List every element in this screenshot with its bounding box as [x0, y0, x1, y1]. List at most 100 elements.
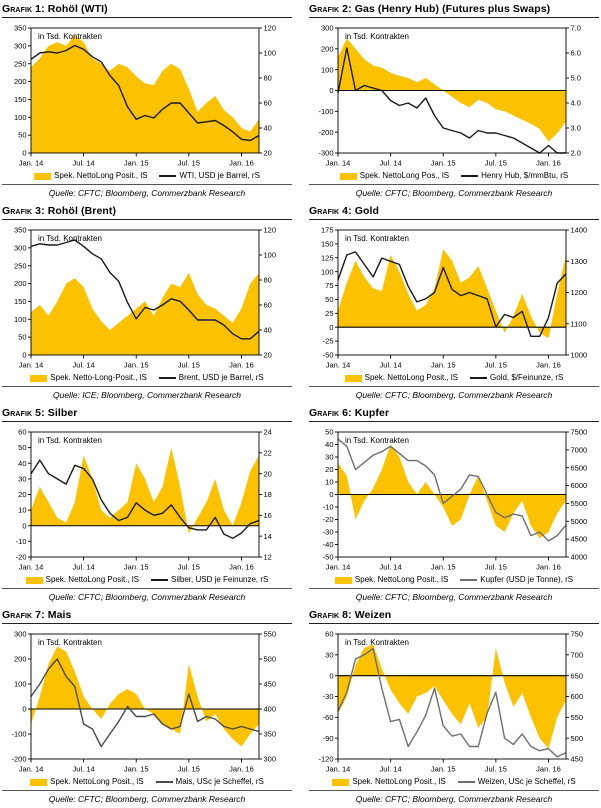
- chart-title-text: Gold: [354, 205, 380, 217]
- chart-plot-silber: -20 -10 0 10 20 30 40 50 60 12 14 16 18 20 22 24 Jan. 14…: [16, 428, 272, 572]
- svg-text:Jan. 16: Jan. 16: [536, 361, 561, 370]
- svg-text:Jan. 14: Jan. 14: [326, 361, 351, 370]
- svg-text:Jul. 14: Jul. 14: [380, 563, 402, 572]
- svg-text:200: 200: [14, 279, 27, 288]
- svg-text:Jul. 15: Jul. 15: [485, 765, 507, 774]
- svg-text:0: 0: [329, 490, 333, 499]
- svg-text:in Tsd. Kontrakten: in Tsd. Kontrakten: [345, 234, 409, 243]
- svg-text:Jan. 15: Jan. 15: [124, 765, 149, 774]
- svg-text:Jul. 15: Jul. 15: [485, 159, 507, 168]
- legend-item-line: Kupfer (USD je Tonne), rS: [460, 575, 573, 585]
- chart-title-prefix: Grafik 1:: [2, 3, 45, 15]
- svg-text:75: 75: [325, 281, 333, 290]
- legend-item-area: Spek. NettoLong Pos., lS: [339, 171, 449, 181]
- legend-line-label: Gold, $/Feinunze, rS: [490, 373, 564, 382]
- svg-text:30: 30: [18, 474, 26, 483]
- chart-plot-wti: 0 50 100 150 200 250 300 350 20 40 60 80 100 120 Jan. …: [14, 24, 277, 168]
- chart-legend: Spek. NettoLong Posit., lS WTI, USD je B…: [2, 171, 292, 185]
- legend-area-swatch: [332, 778, 350, 786]
- legend-item-line: Gold, $/Feinunze, rS: [470, 373, 563, 383]
- legend-line-label: Kupfer (USD je Tonne), rS: [480, 575, 574, 584]
- legend-item-area: Spek. NettoLong Posit., lS: [30, 777, 144, 787]
- svg-text:300: 300: [14, 243, 27, 252]
- svg-text:60: 60: [264, 301, 272, 310]
- chart-title: Grafik 5: Silber: [2, 407, 292, 422]
- svg-text:-10: -10: [323, 503, 334, 512]
- svg-text:-60: -60: [323, 713, 334, 722]
- svg-text:16: 16: [264, 511, 272, 520]
- svg-text:0: 0: [329, 323, 333, 332]
- svg-text:in Tsd. Kontrakten: in Tsd. Kontrakten: [38, 234, 102, 243]
- svg-text:300: 300: [321, 24, 334, 33]
- legend-item-area: Spek. NettoLong Posit., lS: [25, 575, 139, 585]
- svg-text:30: 30: [325, 453, 333, 462]
- chart-title-prefix: Grafik 8:: [309, 609, 352, 621]
- svg-text:30: 30: [325, 650, 333, 659]
- svg-text:14: 14: [264, 532, 272, 541]
- legend-area-swatch: [30, 374, 48, 382]
- svg-text:-10: -10: [16, 537, 27, 546]
- svg-text:1400: 1400: [571, 226, 588, 235]
- legend-area-label: Spek. NettoLong Posit., lS: [54, 171, 148, 180]
- svg-text:150: 150: [14, 95, 27, 104]
- svg-text:7500: 7500: [571, 428, 588, 437]
- svg-text:6.0: 6.0: [571, 49, 581, 58]
- svg-text:120: 120: [264, 24, 277, 33]
- svg-text:350: 350: [14, 24, 27, 33]
- svg-text:175: 175: [321, 226, 334, 235]
- svg-text:Jan. 15: Jan. 15: [431, 361, 456, 370]
- svg-text:-30: -30: [323, 692, 334, 701]
- legend-line-swatch: [159, 175, 177, 177]
- svg-text:Jan. 14: Jan. 14: [19, 765, 44, 774]
- svg-text:-200: -200: [11, 755, 26, 764]
- svg-text:-20: -20: [323, 515, 334, 524]
- chart-title-text: Rohöl (Brent): [47, 205, 117, 217]
- legend-area-swatch: [25, 576, 43, 584]
- legend-area-label: Spek. NettoLong Posit., lS: [50, 777, 144, 786]
- svg-text:350: 350: [14, 226, 27, 235]
- svg-text:Jan. 16: Jan. 16: [229, 765, 254, 774]
- svg-text:3.0: 3.0: [571, 124, 581, 133]
- svg-text:-40: -40: [323, 540, 334, 549]
- svg-text:200: 200: [14, 77, 27, 86]
- legend-line-label: Mais, USc je Scheffel, rS: [175, 777, 264, 786]
- svg-text:in Tsd. Kontrakten: in Tsd. Kontrakten: [345, 32, 409, 41]
- svg-text:100: 100: [264, 49, 277, 58]
- svg-text:40: 40: [264, 124, 272, 133]
- svg-text:60: 60: [325, 630, 333, 639]
- svg-text:Jan. 15: Jan. 15: [124, 361, 149, 370]
- chart-plot-kupfer: -50 -40 -30 -20 -10 0 10 20 30 40 50 4000 4500 5000 55…: [323, 428, 588, 572]
- svg-text:100: 100: [14, 315, 27, 324]
- svg-text:Jan. 16: Jan. 16: [536, 765, 561, 774]
- svg-text:1300: 1300: [571, 257, 588, 266]
- svg-text:20: 20: [264, 149, 272, 158]
- svg-text:300: 300: [14, 41, 27, 50]
- chart-card-brent: Grafik 3: Rohöl (Brent) 0 50 100 150 200 250 30…: [0, 202, 294, 404]
- svg-text:50: 50: [18, 131, 26, 140]
- chart-legend: Spek. NettoLong Posit., lS Kupfer (USD j…: [309, 575, 599, 589]
- chart-legend: Spek. Netto-Long-Posit., lS Brent, USD j…: [2, 373, 292, 387]
- svg-text:Jan. 16: Jan. 16: [229, 361, 254, 370]
- svg-text:60: 60: [264, 99, 272, 108]
- legend-line-label: Silber, USD je Feinunze, rS: [171, 575, 269, 584]
- chart-title-text: Rohöl (WTI): [47, 3, 108, 15]
- legend-line-label: Weizen, USc je Scheffel, rS: [477, 777, 576, 786]
- svg-text:-120: -120: [318, 755, 333, 764]
- legend-area-swatch: [34, 172, 52, 180]
- chart-legend: Spek. NettoLong Posit., lS Gold, $/Feinu…: [309, 373, 599, 387]
- legend-item-line: Weizen, USc je Scheffel, rS: [457, 777, 576, 787]
- svg-text:-100: -100: [318, 107, 333, 116]
- svg-text:50: 50: [325, 428, 333, 437]
- svg-text:50: 50: [325, 295, 333, 304]
- source-note: Quelle: CFTC; Bloomberg, Commerzbank Res…: [48, 794, 246, 804]
- svg-text:Jan. 16: Jan. 16: [536, 159, 561, 168]
- chart-plot-brent: 0 50 100 150 200 250 300 350 20 40 60 80 100 120 Jan. …: [14, 226, 276, 370]
- legend-item-line: Mais, USc je Scheffel, rS: [155, 777, 264, 787]
- chart-plot-gas: -300 -200 -100 0 100 200 300 2.0 3.0 4.0 5.0 6.0 7.0…: [318, 24, 581, 168]
- chart-title-prefix: Grafik 7:: [2, 609, 45, 621]
- chart-legend: Spek. NettoLong Posit., lS Silber, USD j…: [2, 575, 292, 589]
- svg-text:10: 10: [325, 478, 333, 487]
- svg-text:1100: 1100: [571, 319, 587, 328]
- svg-text:200: 200: [321, 44, 334, 53]
